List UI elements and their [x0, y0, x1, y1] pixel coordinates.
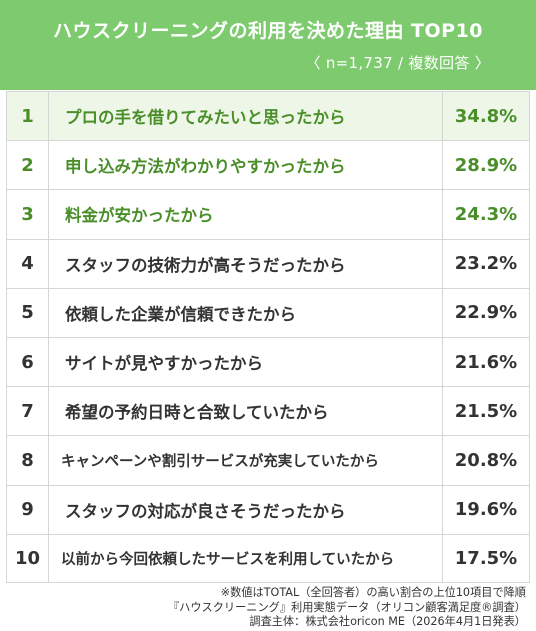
- percent-value: 24.3%: [454, 203, 518, 225]
- table-row: 5 依頼した企業が信頼できたから 22.9%: [7, 287, 529, 337]
- table-row: 6 サイトが見やすかったから 21.6%: [7, 337, 529, 387]
- percent-value: 28.9%: [454, 154, 518, 176]
- percent-value: 23.2%: [454, 253, 518, 275]
- reason-label: 以前から今回依頼したサービスを利用していたから: [49, 534, 443, 583]
- footer-publisher: 調査主体：株式会社oricon ME（2026年4月1日発表）: [249, 615, 526, 628]
- chart-title: ハウスクリーニングの利用を決めた理由 TOP10: [52, 20, 484, 42]
- footer-note: ※数値はTOTAL（全回答者）の高い割合の上位10項目で降順: [220, 586, 526, 599]
- reason-label: 申し込み方法がわかりやすかったから: [49, 141, 443, 190]
- rank-label: 3: [7, 190, 49, 239]
- rank-label: 1: [7, 92, 49, 141]
- rank-label: 8: [7, 436, 49, 485]
- percent-value: 21.6%: [454, 351, 518, 373]
- percent-value: 20.8%: [454, 449, 518, 471]
- table-row: 9 スタッフの対応が良さそうだったから 19.6%: [7, 484, 529, 534]
- reason-label: サイトが見やすかったから: [49, 338, 443, 387]
- table-row: 4 スタッフの技術力が高そうだったから 23.2%: [7, 238, 529, 288]
- percent-value: 17.5%: [454, 548, 518, 570]
- chart-header: ハウスクリーニングの利用を決めた理由 TOP10 〈 n=1,737 / 複数回…: [0, 0, 536, 90]
- footer-source: 『ハウスクリーニング』利用実態データ（オリコン顧客満足度®調査）: [167, 600, 526, 614]
- table-row: 8 キャンペーンや割引サービスが充実していたから 20.8%: [7, 435, 529, 485]
- ranking-table: 1 プロの手を借りてみたいと思ったから 34.8% 2 申し込み方法がわかりやすかったか…: [6, 91, 530, 583]
- reason-label: 依頼した企業が信頼できたから: [49, 288, 443, 337]
- rank-label: 10: [7, 534, 49, 583]
- table-row: 7 希望の予約日時と合致していたから 21.5%: [7, 386, 529, 436]
- table-row: 2 申し込み方法がわかりやすかったから 28.9%: [7, 140, 529, 190]
- table-row: 10 以前から今回依頼したサービスを利用していたから 17.5%: [7, 533, 529, 583]
- rank-label: 5: [7, 288, 49, 337]
- reason-label: スタッフの技術力が高そうだったから: [49, 239, 443, 288]
- table-row: 1 プロの手を借りてみたいと思ったから 34.8%: [7, 91, 529, 141]
- table-row: 3 料金が安かったから 24.3%: [7, 189, 529, 239]
- chart-subtitle: 〈 n=1,737 / 複数回答 〉: [305, 54, 490, 72]
- reason-label: キャンペーンや割引サービスが充実していたから: [49, 436, 443, 485]
- reason-label: 料金が安かったから: [49, 190, 443, 239]
- rank-label: 7: [7, 387, 49, 436]
- percent-value: 34.8%: [454, 105, 518, 127]
- rank-label: 9: [7, 485, 49, 534]
- percent-value: 22.9%: [454, 302, 518, 324]
- reason-label: 希望の予約日時と合致していたから: [49, 387, 443, 436]
- chart-footer: ※数値はTOTAL（全回答者）の高い割合の上位10項目で降順 『ハウスクリーニン…: [6, 586, 526, 630]
- percent-value: 21.5%: [454, 400, 518, 422]
- percent-value: 19.6%: [454, 499, 518, 521]
- rank-label: 6: [7, 338, 49, 387]
- reason-label: スタッフの対応が良さそうだったから: [49, 485, 443, 534]
- reason-label: プロの手を借りてみたいと思ったから: [49, 92, 443, 141]
- rank-label: 2: [7, 141, 49, 190]
- rank-label: 4: [7, 239, 49, 288]
